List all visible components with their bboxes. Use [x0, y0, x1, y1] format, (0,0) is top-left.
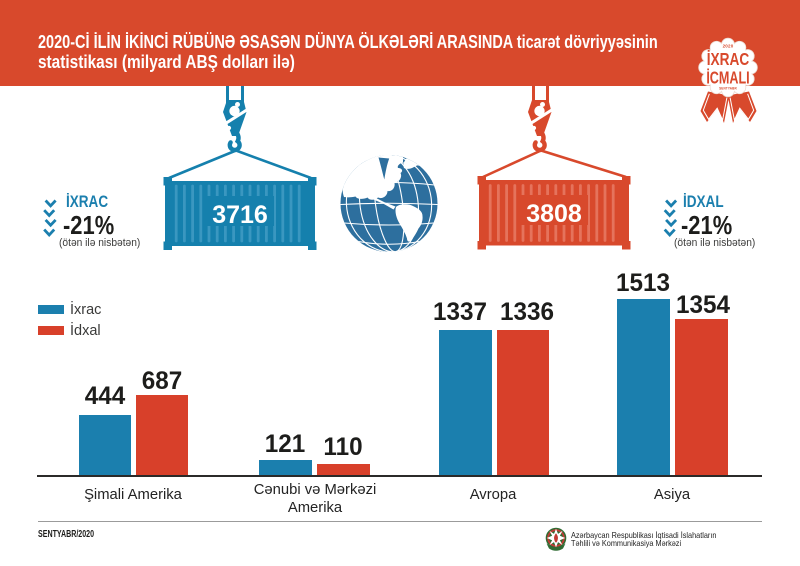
svg-text:İXRAC: İXRAC — [707, 49, 749, 69]
svg-text:SENTYABR: SENTYABR — [719, 86, 737, 90]
svg-text:3716: 3716 — [212, 201, 268, 229]
svg-text:2020: 2020 — [723, 44, 734, 49]
svg-text:3808: 3808 — [526, 200, 582, 228]
svg-text:İCMALI: İCMALI — [706, 69, 749, 89]
